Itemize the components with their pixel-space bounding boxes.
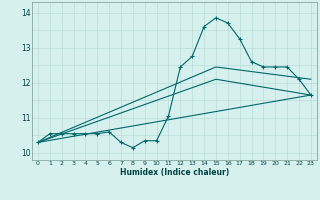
X-axis label: Humidex (Indice chaleur): Humidex (Indice chaleur) — [120, 168, 229, 177]
